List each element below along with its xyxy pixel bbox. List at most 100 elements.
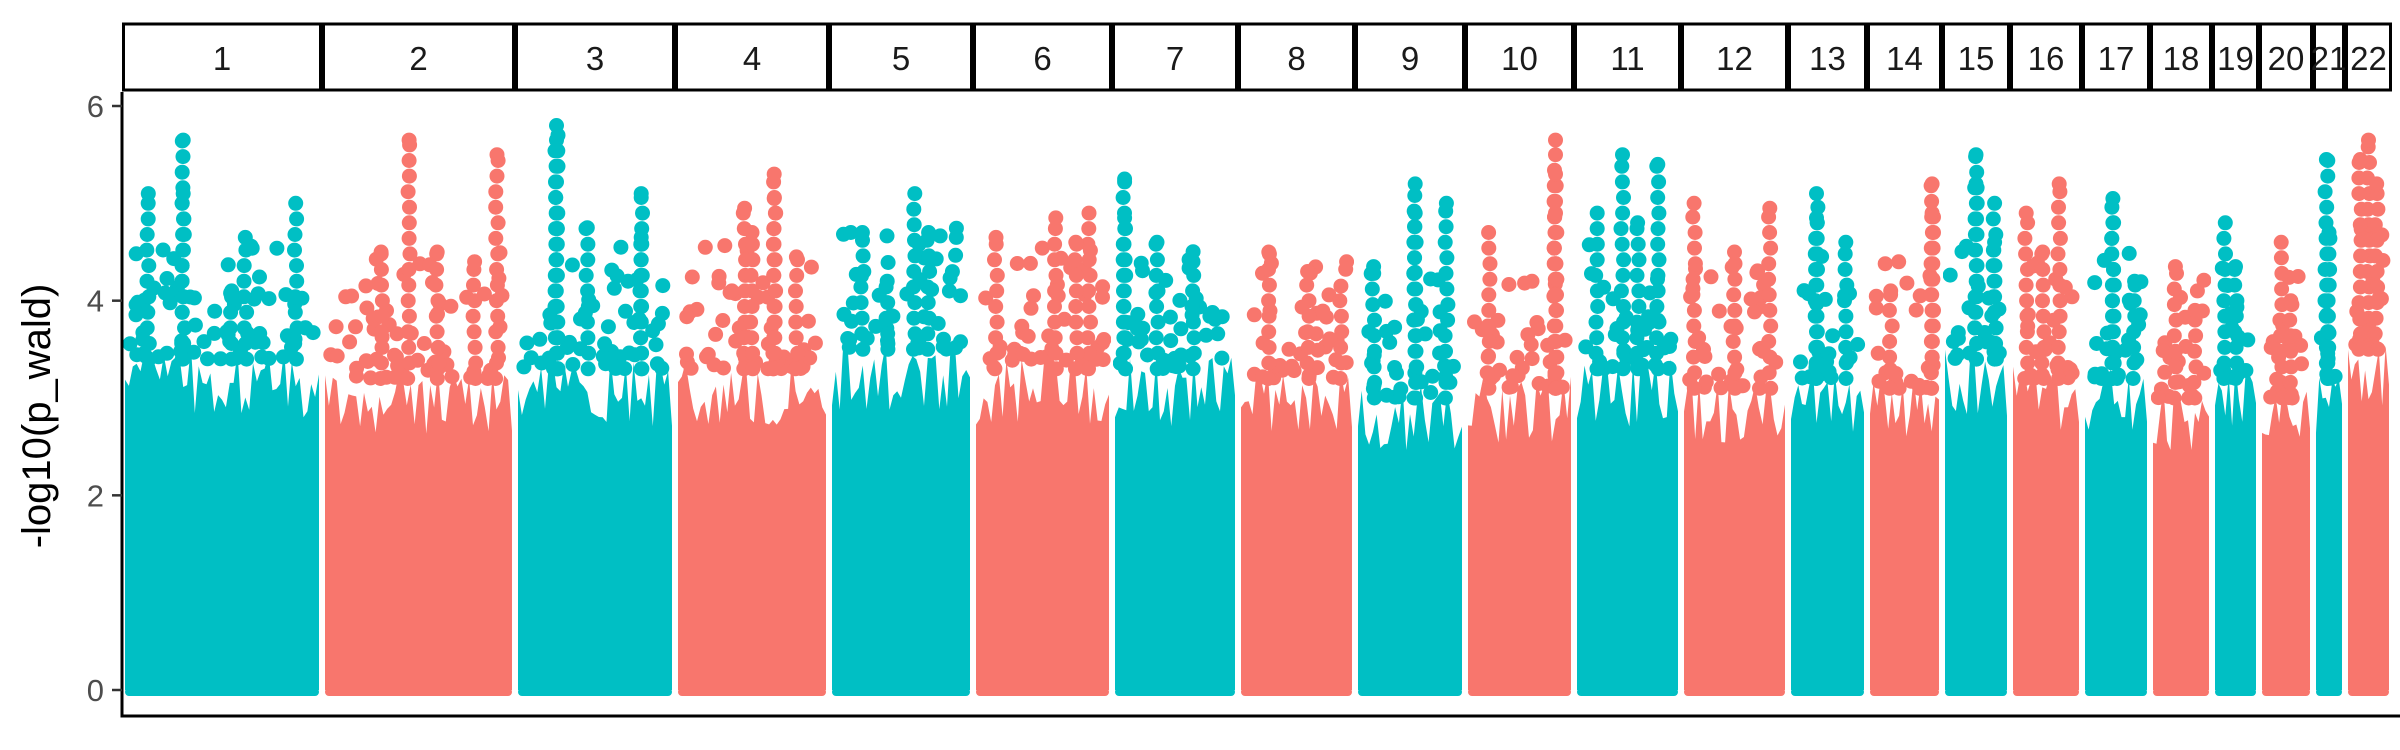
snp-point [128, 307, 144, 323]
snp-point [1481, 240, 1497, 256]
snp-baseline-14 [1870, 688, 1939, 696]
snp-point [1148, 330, 1164, 346]
snp-point [1438, 219, 1454, 235]
chromosome-panel-7 [1112, 171, 1235, 696]
chromosome-strip-19 [2212, 22, 2259, 92]
snp-baseline-17 [2085, 688, 2147, 696]
snp-point [1408, 281, 1424, 297]
snp-point [1482, 271, 1498, 287]
snp-point [213, 351, 229, 367]
snp-point [1884, 318, 1900, 334]
snp-point [1067, 252, 1083, 268]
snp-baseline-12 [1684, 688, 1785, 696]
snp-point [401, 339, 417, 355]
snp-point [989, 314, 1005, 330]
snp-point [1546, 178, 1562, 194]
chromosome-label-4: 4 [743, 40, 761, 77]
chromosome-label-14: 14 [1886, 40, 1923, 77]
snp-point [157, 285, 173, 301]
snp-point [1924, 349, 1940, 365]
snp-point [1068, 267, 1084, 283]
snp-point [1911, 377, 1927, 393]
snp-point [175, 149, 191, 165]
snp-point [1967, 304, 1983, 320]
snp-point [1698, 374, 1714, 390]
snp-point [1480, 318, 1496, 334]
snp-point [1261, 262, 1276, 277]
snp-point [2216, 230, 2232, 246]
axes [120, 92, 2400, 718]
snp-point [1367, 343, 1382, 359]
snp-point [1338, 261, 1354, 277]
snp-point [633, 299, 649, 314]
snp-point [1186, 330, 1202, 346]
snp-baseline-13 [1791, 688, 1864, 696]
snp-point [275, 349, 291, 365]
snp-point [2216, 371, 2232, 386]
snp-point [1761, 256, 1777, 272]
snp-baseline-20 [2262, 688, 2310, 696]
snp-point [1988, 320, 2004, 336]
snp-point [1261, 355, 1277, 371]
snp-point [2351, 341, 2367, 357]
snp-peak-point [175, 186, 191, 202]
snp-point [1082, 345, 1097, 361]
snp-point [139, 242, 155, 258]
snp-point [855, 248, 871, 264]
snp-point [1711, 303, 1727, 319]
snp-point [488, 324, 504, 340]
snp-point [1685, 287, 1701, 303]
snp-point [766, 221, 782, 237]
snp-point [488, 230, 504, 246]
snp-bulk-22 [2348, 345, 2389, 690]
snp-point [1727, 349, 1743, 365]
snp-point [1629, 267, 1645, 283]
y-tick-label: 0 [87, 673, 104, 708]
snp-point [2370, 201, 2386, 217]
snp-point [1968, 351, 1984, 367]
snp-point [744, 236, 760, 252]
snp-point [1115, 190, 1131, 205]
snp-peak-point [1968, 176, 1984, 192]
snp-point [715, 313, 731, 328]
snp-peak-point [1081, 205, 1097, 221]
snp-point [1407, 219, 1423, 235]
snp-peak-point [744, 225, 760, 240]
snp-point [2282, 374, 2298, 390]
snp-point [431, 355, 447, 371]
snp-point [1048, 267, 1064, 283]
snp-point [2369, 264, 2385, 279]
snp-point [1482, 256, 1498, 272]
snp-bulk-3 [518, 356, 672, 690]
snp-point [2317, 184, 2333, 200]
snp-point [1423, 385, 1439, 400]
snp-point [2019, 293, 2035, 309]
snp-point [2051, 215, 2067, 231]
snp-point [1727, 302, 1743, 318]
snp-point [1300, 324, 1316, 340]
snp-point [1408, 374, 1424, 390]
snp-point [430, 293, 446, 309]
snp-point [223, 304, 239, 320]
snp-point [1366, 359, 1382, 375]
snp-point [1839, 277, 1855, 293]
snp-point [200, 351, 215, 367]
snp-point [907, 248, 923, 264]
snp-point [2321, 277, 2337, 293]
chromosome-strip-7 [1112, 22, 1238, 92]
snp-point [2166, 281, 2182, 297]
snp-point [1172, 292, 1188, 308]
snp-point [1081, 283, 1096, 299]
snp-point [1588, 314, 1604, 330]
snp-peak-point [766, 191, 782, 206]
snp-point [854, 310, 870, 326]
snp-point [1589, 283, 1605, 299]
snp-point [2370, 341, 2386, 357]
snp-point [1794, 370, 1810, 386]
snp-point [1650, 190, 1666, 205]
snp-point [328, 319, 344, 335]
snp-point [1150, 283, 1166, 299]
snp-point [428, 277, 444, 293]
snp-peak-point [1438, 195, 1454, 211]
snp-point [621, 345, 637, 361]
